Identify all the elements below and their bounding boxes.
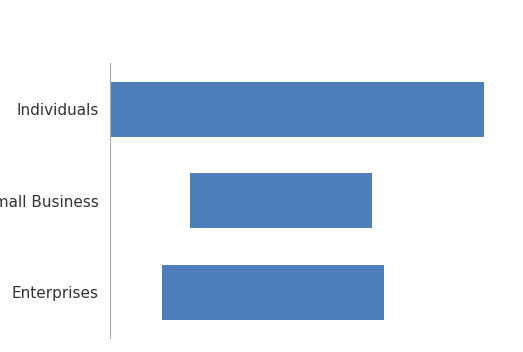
Bar (162, 265, 384, 320)
Text: Global Personal Cloud Market Share, By Deployment Types, 2020 (%): Global Personal Cloud Market Share, By D… (0, 23, 523, 38)
Bar (110, 82, 484, 137)
Bar (190, 173, 371, 228)
